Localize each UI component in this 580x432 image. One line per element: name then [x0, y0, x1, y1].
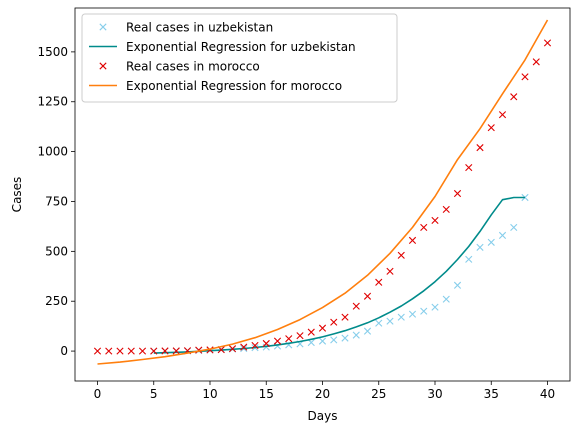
data-point [420, 223, 428, 232]
data-point [150, 347, 158, 355]
data-point [228, 345, 237, 353]
legend-label: Real cases in morocco [126, 60, 260, 74]
y-axis-label: Cases [10, 177, 24, 213]
data-point [397, 313, 405, 321]
legend-box [81, 13, 398, 103]
data-point [431, 216, 439, 225]
legend-label: Real cases in uzbekistan [126, 21, 273, 35]
data-point [240, 343, 248, 351]
legend: Real cases in uzbekistan Exponential Regr… [81, 13, 398, 103]
legend-label: Exponential Regression for morocco [126, 79, 342, 93]
x-tick-label: 15 [259, 387, 274, 401]
x-tick-label: 5 [150, 387, 158, 401]
data-point [138, 347, 147, 355]
data-point [116, 347, 124, 355]
data-point [487, 238, 495, 246]
x-tick-label: 20 [315, 387, 330, 401]
data-point [532, 58, 540, 66]
x-tick-label: 10 [202, 387, 217, 401]
x-axis-label: Days [308, 409, 338, 423]
data-point [273, 337, 282, 345]
x-axis-ticks: 0 5 10 15 20 25 30 35 40 [94, 381, 555, 401]
data-point [93, 347, 102, 355]
legend-marker-swatch [99, 23, 107, 31]
data-point [420, 307, 428, 315]
plot-area-frame [74, 7, 571, 382]
data-point [465, 255, 473, 263]
data-point [375, 319, 383, 327]
data-point [251, 341, 259, 350]
x-tick-label: 30 [427, 387, 442, 401]
data-point [318, 337, 327, 345]
series-1 [153, 196, 525, 354]
data-point [510, 223, 518, 232]
data-point [408, 310, 417, 318]
data-point [487, 124, 495, 132]
data-point [375, 278, 383, 286]
data-point [341, 334, 349, 342]
data-point [521, 73, 529, 81]
data-point [510, 93, 518, 101]
x-tick-label: 25 [371, 387, 386, 401]
data-point [465, 163, 473, 172]
data-point [105, 347, 113, 355]
data-point [161, 347, 169, 355]
data-point [498, 231, 507, 239]
data-point [386, 267, 394, 275]
regression-line [97, 19, 549, 365]
data-point [330, 336, 338, 344]
data-point [296, 332, 304, 340]
y-axis-ticks: 0 250 500 750 1000 1250 1500 [37, 45, 75, 358]
y-tick-label: 500 [45, 244, 68, 258]
y-tick-label: 1500 [37, 45, 68, 59]
data-point [453, 281, 462, 289]
data-point [172, 347, 180, 355]
regression-line [153, 196, 525, 354]
y-tick-label: 0 [60, 344, 68, 358]
data-point [386, 317, 394, 325]
data-point [476, 243, 484, 251]
data-point [318, 324, 327, 332]
data-point [341, 313, 349, 321]
data-point [498, 111, 507, 119]
data-point [262, 339, 270, 348]
x-tick-label: 0 [94, 387, 102, 401]
data-point [363, 327, 372, 335]
data-point [307, 328, 315, 336]
y-tick-label: 250 [45, 294, 68, 308]
data-point [442, 205, 450, 214]
data-point [453, 189, 462, 198]
x-tick-label: 40 [540, 387, 555, 401]
legend-label: Exponential Regression for uzbekistan [126, 40, 356, 54]
data-point [352, 331, 360, 339]
legend-marker-swatch [99, 62, 107, 70]
plot-series [93, 19, 552, 365]
data-point [397, 251, 405, 259]
data-point [442, 295, 450, 303]
data-point [285, 335, 293, 343]
data-point [408, 236, 417, 244]
data-point [363, 292, 372, 300]
data-point [127, 347, 135, 355]
data-point [543, 39, 552, 47]
series-2 [93, 39, 552, 355]
data-point [352, 302, 360, 310]
series-3 [97, 19, 549, 365]
y-tick-label: 1000 [37, 145, 68, 159]
data-point [476, 144, 484, 152]
data-point [330, 318, 338, 326]
y-tick-label: 750 [45, 194, 68, 208]
y-tick-label: 1250 [37, 95, 68, 109]
data-point [431, 303, 439, 311]
x-tick-label: 35 [484, 387, 499, 401]
